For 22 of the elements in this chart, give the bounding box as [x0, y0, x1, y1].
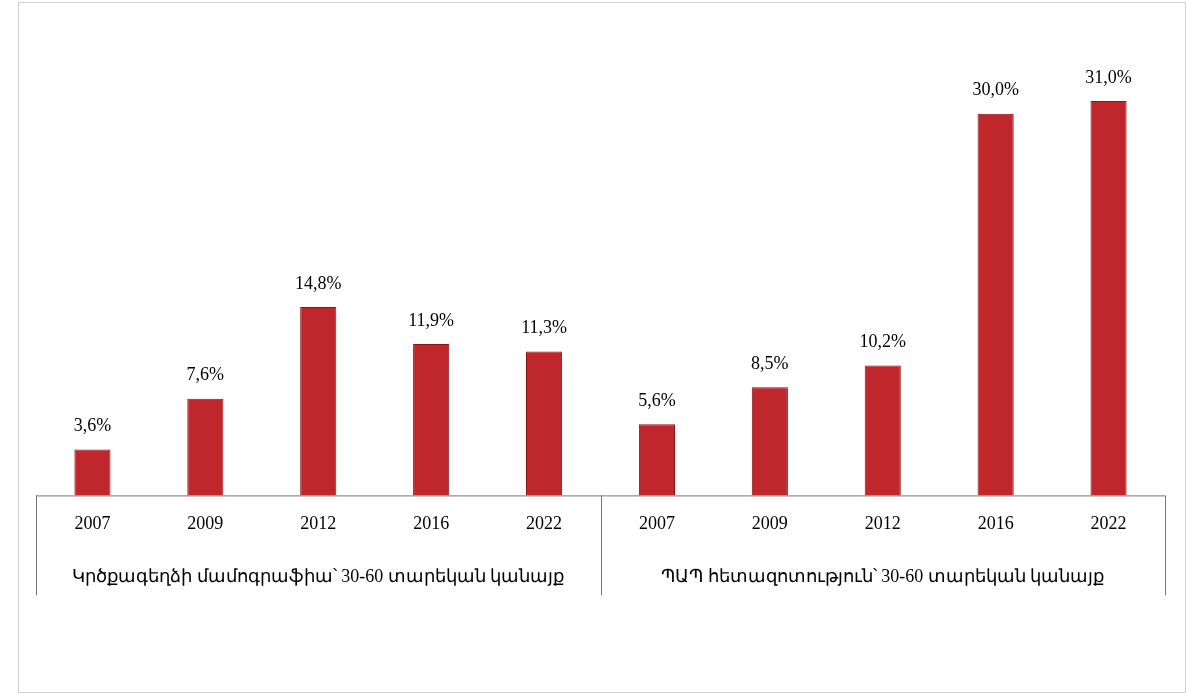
x-tick-label: 2012	[864, 512, 901, 533]
x-tick-label: 2007	[638, 512, 675, 533]
text: ՊԱՊ հետազոտություն՝ 30-60 տարեկան կանայք	[661, 566, 1105, 587]
x-tick-label: 2012	[300, 512, 337, 533]
data-label: 31,0%	[1085, 66, 1132, 87]
data-label: 8,5%	[751, 352, 789, 373]
x-tick-label: 2016	[413, 512, 450, 533]
x-tick-label: 2009	[751, 512, 788, 533]
x-tick-label: 2022	[526, 512, 563, 533]
data-label: 7,6%	[186, 364, 225, 385]
x-tick-label: 2016	[977, 512, 1014, 533]
x-tick-label: 2007	[74, 512, 111, 533]
data-label: 30,0%	[972, 79, 1019, 100]
data-label: 10,2%	[859, 331, 906, 352]
data-label: 14,8%	[295, 272, 342, 293]
data-label: 3,6%	[73, 415, 112, 436]
x-tick-label: 2022	[1090, 512, 1127, 533]
x-tick-label: 2009	[187, 512, 224, 533]
data-label: 5,6%	[638, 389, 676, 410]
data-label: 11,9%	[408, 309, 455, 330]
data-label: 11,3%	[521, 317, 567, 338]
text: Կրծքագեղձի մամոգրաֆիա՝ 30-60 տարեկան կանայք	[72, 566, 565, 587]
